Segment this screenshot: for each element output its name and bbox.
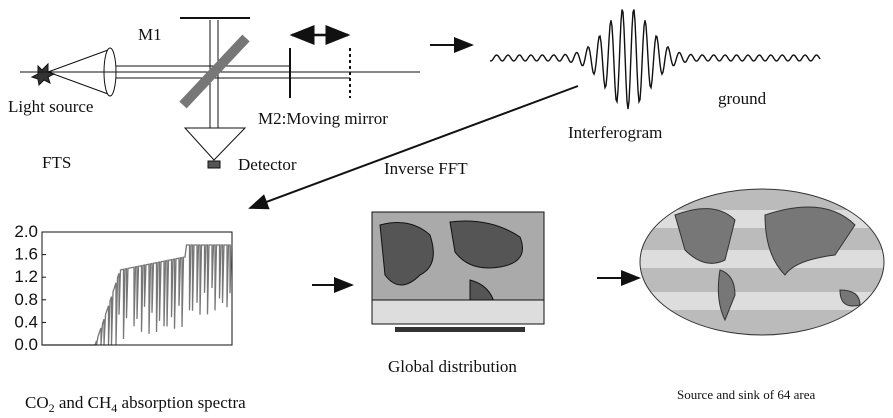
diagram: M1 Light source M2:Moving mirror FTS Det…	[0, 0, 893, 418]
source-label: Light source	[8, 97, 93, 116]
flux-label: Source and sink of 64 area	[677, 387, 815, 402]
arrow	[250, 86, 578, 208]
caption-text: CO	[25, 393, 49, 412]
y-tick-label: 0.0	[14, 335, 38, 354]
detector	[208, 161, 220, 168]
ground-note: ground	[718, 89, 767, 108]
fts-label: FTS	[42, 153, 71, 172]
detector-label: Detector	[238, 155, 297, 174]
spectrum-plot	[42, 232, 232, 345]
distribution-label: Global distribution	[388, 357, 517, 376]
y-tick-label: 0.4	[14, 312, 38, 331]
y-tick-label: 0.8	[14, 290, 38, 309]
y-tick-label: 1.2	[14, 267, 38, 286]
m2-label: M2:Moving mirror	[258, 109, 388, 128]
light-source	[32, 64, 54, 85]
region-map	[640, 189, 884, 335]
global-map	[372, 212, 544, 332]
fts-setup	[20, 18, 420, 168]
detector-cone	[185, 128, 245, 160]
m1-label: M1	[138, 25, 162, 44]
y-tick-label: 2.0	[14, 222, 38, 241]
y-tick-label: 1.6	[14, 245, 38, 264]
interferogram-wave	[490, 10, 820, 110]
spectrum-caption: CO2 and CH4 absorption spectra	[25, 393, 246, 415]
caption-text: absorption spectra	[117, 393, 246, 412]
interferogram-label: Interferogram	[568, 123, 662, 142]
transform-label: Inverse FFT	[384, 159, 468, 178]
caption-text: and CH	[55, 393, 112, 412]
